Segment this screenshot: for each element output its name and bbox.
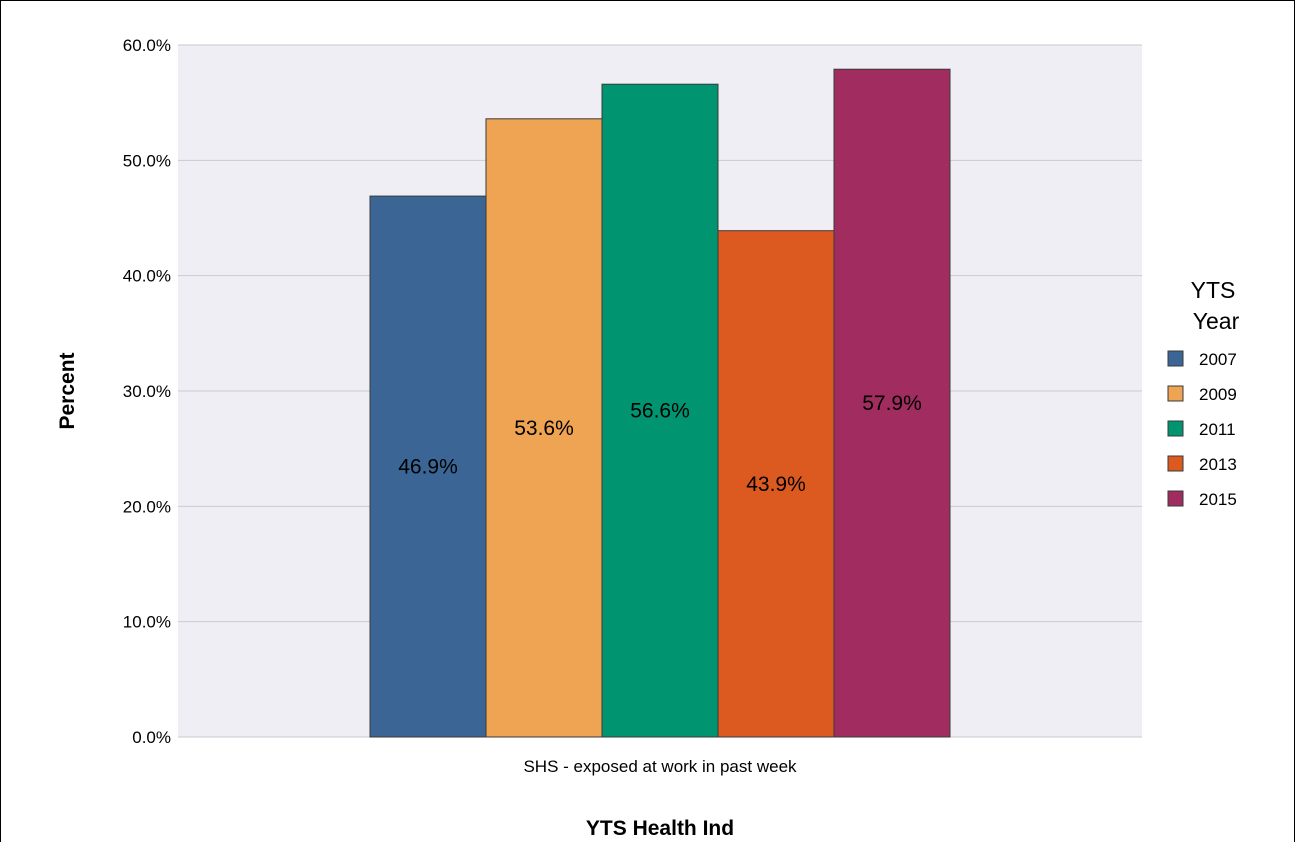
legend-swatch [1167,420,1184,437]
y-tick-label: 40.0% [123,267,171,286]
y-axis-title: Percent [56,352,79,429]
y-tick-label: 30.0% [123,382,171,401]
legend-label: 2009 [1199,385,1237,404]
bar-2009 [485,118,603,738]
legend-title-line1: YTS [1191,277,1236,303]
x-axis-title: YTS Health Ind [586,817,734,840]
y-tick-label: 60.0% [123,36,171,55]
bar-2015 [833,68,951,738]
legend-swatch [1167,350,1184,367]
legend-title-line2: Year [1193,308,1240,334]
bar-data-label: 53.6% [514,417,574,440]
legend-swatch [1167,385,1184,402]
bar-data-label: 43.9% [746,473,806,496]
bar-data-label: 46.9% [398,456,458,479]
legend: YTS Year 2007 2009 2011 2013 2015 [1167,277,1240,509]
bar-2007 [369,195,487,738]
legend-swatch [1167,490,1184,507]
legend-items: 2007 2009 2011 2013 2015 [1167,350,1237,509]
legend-label: 2011 [1199,420,1236,439]
y-tick-label: 0.0% [132,728,171,747]
legend-label: 2013 [1199,455,1237,474]
bar-data-label: 56.6% [630,400,690,423]
y-tick-labels: 0.0% 10.0% 20.0% 30.0% 40.0% 50.0% 60.0% [123,36,171,747]
bar-2011 [601,83,719,738]
y-tick-label: 20.0% [123,497,171,516]
y-tick-label: 10.0% [123,613,171,632]
legend-label: 2015 [1199,490,1237,509]
bars [369,68,951,738]
legend-swatch [1167,455,1184,472]
x-category-label: SHS - exposed at work in past week [523,757,797,776]
bar-data-label: 57.9% [862,392,922,415]
legend-label: 2007 [1199,350,1237,369]
y-tick-label: 50.0% [123,151,171,170]
bar-labels: 46.9% 53.6% 56.6% 43.9% 57.9% [398,392,922,496]
bar-2013 [717,230,835,738]
